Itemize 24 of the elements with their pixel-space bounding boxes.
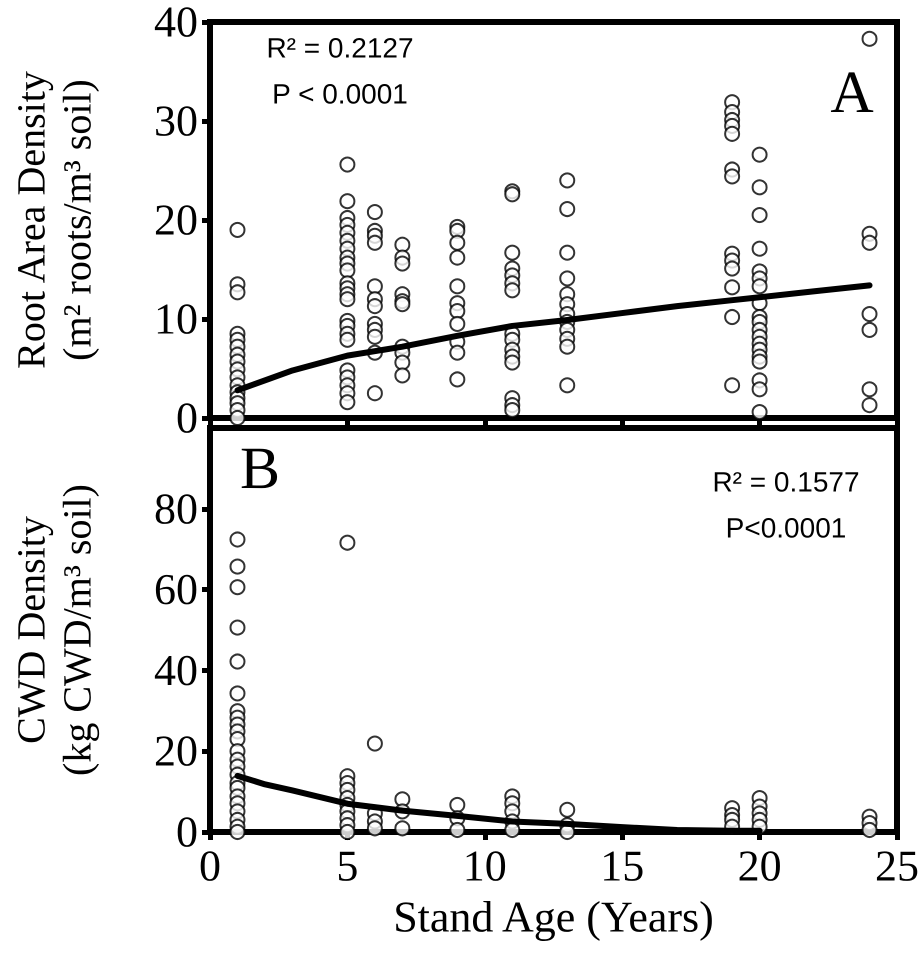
y-tick-label: 20: [154, 196, 198, 244]
x-tick-label: 15: [600, 842, 644, 890]
y-tick-label: 40: [154, 0, 198, 46]
y-tick-label: 30: [154, 96, 198, 146]
x-tick-label: 5: [336, 842, 358, 890]
x-tick-label: 20: [738, 842, 782, 890]
y-axis-title: CWD Density (kg CWD/m³ soil): [8, 484, 100, 776]
y-tick-label: 20: [154, 726, 198, 776]
x-axis-title: Stand Age (Years): [393, 892, 714, 942]
annotation: R² = 0.1577: [712, 466, 860, 498]
y-tick-label: 80: [154, 484, 198, 534]
y-tick-label: 0: [176, 808, 198, 856]
x-tick-label: 25: [875, 842, 919, 890]
y-tick-label: 10: [154, 294, 198, 344]
annotation: P<0.0001: [726, 512, 846, 544]
x-tick-label: 10: [462, 842, 507, 890]
annotation: A: [830, 59, 874, 125]
annotation: R² = 0.2127: [266, 32, 414, 64]
annotation: B: [240, 435, 280, 501]
y-axis-title: Root Area Density (m² roots/m³ soil): [8, 71, 100, 369]
y-tick-label: 60: [154, 565, 198, 614]
y-tick-label: 40: [154, 646, 198, 695]
y-tick-label: 0: [176, 394, 198, 442]
annotation: P < 0.0001: [272, 78, 408, 110]
